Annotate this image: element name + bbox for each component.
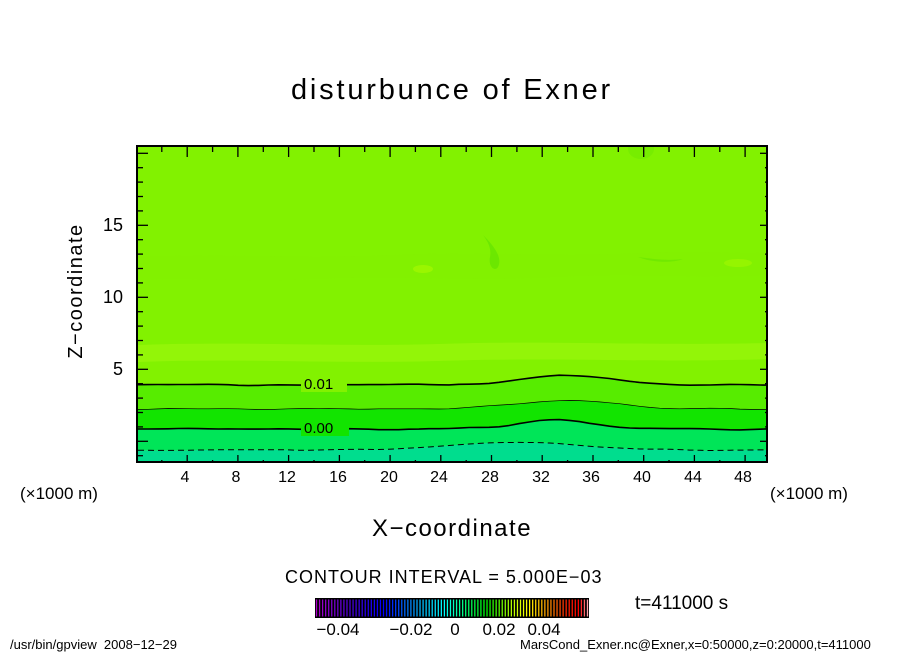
svg-text:0.01: 0.01 [304, 376, 333, 393]
svg-text:0.00: 0.00 [304, 420, 333, 437]
